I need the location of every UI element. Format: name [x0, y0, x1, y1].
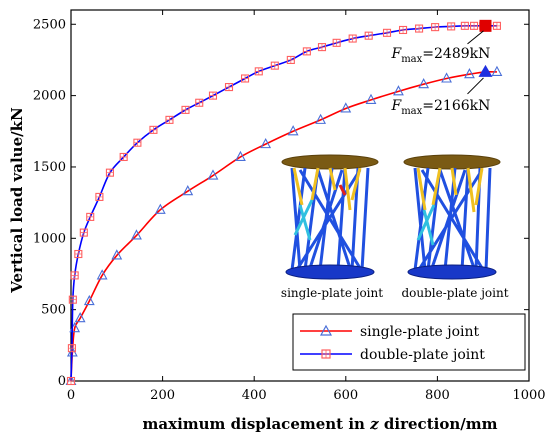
series-line: [70, 70, 497, 382]
data-point: [74, 249, 83, 259]
fmax-annotation: Fmax=2166kN: [390, 98, 490, 117]
data-point: [382, 28, 392, 37]
data-point: [181, 105, 190, 114]
y-tick-label: 0: [58, 374, 66, 389]
legend-marker-triangle: [319, 324, 333, 336]
fem-model-inset: single-plate joint double-plate joint: [281, 154, 509, 300]
x-tick-label: 400: [242, 388, 267, 403]
data-point: [67, 344, 76, 353]
fmax-marker-single: [478, 64, 493, 77]
y-tick-label: 500: [41, 303, 66, 318]
data-point: [207, 169, 219, 180]
data-point: [492, 21, 501, 30]
data-point: [286, 55, 295, 64]
data-point: [149, 125, 158, 134]
data-point: [96, 269, 108, 280]
legend-label-double: double-plate joint: [360, 347, 485, 363]
data-point: [431, 23, 440, 32]
data-point: [86, 212, 95, 221]
x-tick-label: 0: [67, 388, 75, 403]
legend-box: [292, 313, 526, 371]
data-point: [332, 38, 341, 47]
data-point: [119, 152, 128, 162]
data-point: [254, 67, 263, 76]
data-point: [105, 168, 114, 177]
legend-marker-square: [321, 349, 331, 359]
data-point: [131, 229, 142, 240]
fmax-annotation: Fmax=2489kN: [390, 46, 490, 65]
legend-label-single: single-plate joint: [360, 324, 480, 340]
data-point: [315, 113, 327, 124]
x-tick-label: 200: [150, 388, 175, 403]
data-point: [208, 91, 218, 100]
data-point: [235, 150, 246, 162]
data-point: [464, 68, 475, 79]
data-point: [418, 78, 430, 89]
inset-caption-double: double-plate joint: [401, 286, 508, 300]
annotation-layer: Fmax=2489kN Fmax=2166kN: [390, 19, 493, 117]
data-point: [70, 271, 79, 280]
data-point: [154, 203, 166, 214]
data-point: [317, 43, 327, 52]
y-tick-label: 1500: [33, 160, 66, 175]
annotation-leader: [467, 30, 484, 45]
data-point: [393, 85, 404, 96]
data-point: [95, 192, 104, 201]
y-ticks: 0 500 1000 1500 2000 2500: [33, 17, 529, 389]
plot-frame: [70, 9, 530, 382]
y-tick-label: 2000: [33, 89, 66, 104]
data-point: [460, 21, 469, 30]
data-point: [491, 65, 503, 76]
y-axis-title: Vertical load value/kN: [8, 107, 26, 294]
double-plate-joint-model: [403, 154, 501, 280]
legend: single-plate joint double-plate joint: [292, 313, 526, 371]
data-point: [364, 31, 373, 40]
x-tick-label: 600: [333, 388, 358, 403]
data-point: [83, 294, 95, 306]
data-point: [469, 21, 479, 30]
x-tick-label: 1000: [512, 388, 545, 403]
data-point: [340, 102, 352, 113]
axes: [70, 9, 530, 382]
y-tick-label: 2500: [33, 17, 66, 32]
data-point: [270, 61, 279, 70]
data-point: [447, 22, 456, 31]
x-tick-label: 800: [425, 388, 450, 403]
data-point: [302, 47, 311, 56]
data-point: [287, 125, 299, 136]
data-point: [240, 74, 250, 83]
inset-caption-single: single-plate joint: [281, 286, 383, 300]
data-point: [260, 137, 272, 149]
x-ticks: 0 200 400 600 800 1000: [67, 10, 546, 403]
data-point: [111, 249, 123, 260]
x-axis-title: maximum displacement in z direction/mm: [143, 415, 498, 433]
y-tick-label: 1000: [33, 231, 66, 246]
data-point: [165, 115, 174, 124]
data-point: [195, 98, 204, 107]
data-point: [66, 376, 76, 386]
single-plate-joint-model: [281, 154, 379, 280]
data-point: [441, 72, 452, 83]
data-point: [68, 295, 77, 304]
data-point: [348, 34, 357, 43]
data-point: [365, 93, 377, 104]
data-point: [182, 185, 194, 196]
data-point: [415, 24, 424, 33]
data-point: [133, 138, 142, 147]
data-point: [79, 228, 88, 237]
data-point: [398, 25, 408, 35]
data-point: [74, 312, 86, 323]
data-point: [224, 83, 234, 92]
fmax-marker-double: [479, 19, 492, 32]
annotation-leader: [467, 77, 484, 95]
